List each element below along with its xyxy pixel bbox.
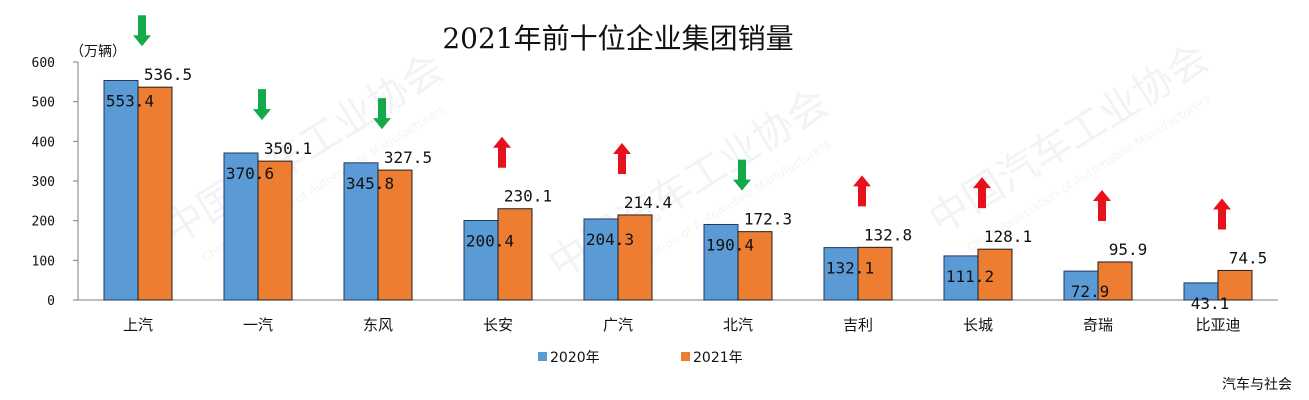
- data-label-2021: 350.1: [264, 139, 312, 158]
- data-label-2021: 536.5: [144, 65, 192, 84]
- bar-2021: [737, 231, 773, 301]
- bar-2020: [823, 247, 859, 301]
- data-label-2020: 43.1: [1191, 294, 1230, 313]
- data-label-2020: 200.4: [466, 232, 514, 251]
- bars: [103, 79, 1253, 301]
- y-tick-label: 400: [32, 135, 55, 150]
- watermark-text-3: 中国汽车工业协会: [921, 35, 1217, 244]
- data-label-2020: 204.3: [586, 230, 634, 249]
- data-label-2020: 345.8: [346, 174, 394, 193]
- y-tick-label: 600: [32, 56, 55, 71]
- source-label: 汽车与社会: [1222, 376, 1292, 393]
- bar-2021: [1097, 261, 1133, 301]
- bar-2020: [463, 220, 499, 301]
- bar-2020: [103, 79, 139, 301]
- x-tick-label: 上汽: [123, 316, 153, 334]
- data-label-2020: 72.9: [1071, 282, 1110, 301]
- y-tick-label: 300: [32, 175, 55, 190]
- x-tick-label: 奇瑞: [1083, 316, 1113, 334]
- data-label-2021: 74.5: [1229, 248, 1268, 267]
- trend-down-arrow-icon: [133, 15, 151, 47]
- x-tick-labels: 上汽 一汽 东风 长安 广汽 北汽 吉利 长城 奇瑞 比亚迪: [123, 316, 1241, 334]
- x-tick-label: 一汽: [243, 316, 273, 334]
- trend-down-arrow-icon: [373, 98, 391, 130]
- chart-title: 2021年前十位企业集团销量: [442, 22, 793, 55]
- x-tick-label: 长安: [483, 316, 513, 334]
- y-unit-label: （万辆）: [70, 44, 126, 60]
- bar-2020: [943, 255, 979, 301]
- legend-swatch: [538, 352, 547, 361]
- data-label-2021: 230.1: [504, 187, 552, 206]
- trend-down-arrow-icon: [253, 89, 271, 121]
- x-tick-label: 东风: [363, 316, 393, 334]
- data-labels: 553.4 536.5 370.6 350.1 345.8 327.5 200.4 230.1…: [106, 65, 1267, 313]
- y-tick-label: 500: [32, 96, 55, 111]
- bar-2021: [617, 214, 653, 301]
- bar-2021: [377, 169, 413, 301]
- data-label-2020: 132.1: [826, 259, 874, 278]
- data-label-2020: 111.2: [946, 267, 994, 286]
- y-tick-label: 0: [47, 294, 55, 309]
- trend-up-arrow-icon: [973, 177, 991, 209]
- bar-2020: [223, 152, 259, 301]
- trend-arrows: [133, 15, 1231, 230]
- data-label-2020: 190.4: [706, 235, 754, 254]
- trend-up-arrow-icon: [1213, 198, 1231, 230]
- bar-2020: [703, 223, 739, 301]
- data-label-2021: 95.9: [1109, 240, 1148, 259]
- y-tick-label: 200: [32, 215, 55, 230]
- x-tick-label: 广汽: [603, 316, 633, 334]
- trend-up-arrow-icon: [853, 175, 871, 207]
- bar-2021: [1217, 269, 1253, 301]
- legend: 2020年 2021年: [538, 350, 743, 366]
- trend-up-arrow-icon: [1093, 189, 1111, 221]
- x-tick-label: 吉利: [843, 316, 873, 334]
- y-tick-label: 100: [32, 254, 55, 269]
- bar-2021: [137, 86, 173, 301]
- bar-2020: [1063, 270, 1099, 301]
- legend-label: 2020年: [550, 350, 600, 366]
- bar-2021: [977, 248, 1013, 301]
- trend-up-arrow-icon: [493, 136, 511, 168]
- bar-2021: [257, 160, 293, 301]
- data-label-2021: 128.1: [984, 227, 1032, 246]
- data-label-2021: 132.8: [864, 225, 912, 244]
- data-label-2021: 327.5: [384, 148, 432, 167]
- data-label-2021: 172.3: [744, 210, 792, 229]
- legend-swatch: [681, 352, 690, 361]
- trend-up-arrow-icon: [613, 142, 631, 174]
- data-label-2020: 553.4: [106, 91, 154, 110]
- data-label-2021: 214.4: [624, 193, 672, 212]
- bar-2021: [857, 246, 893, 301]
- x-tick-label: 北汽: [723, 316, 753, 334]
- legend-label: 2021年: [693, 350, 743, 366]
- bar-2021: [497, 208, 533, 301]
- watermark: 中国汽车工业协会 China Association of Automobile…: [156, 35, 1217, 300]
- x-tick-label: 比亚迪: [1195, 316, 1240, 334]
- bar-2020: [343, 162, 379, 301]
- trend-down-arrow-icon: [733, 159, 751, 191]
- data-label-2020: 370.6: [226, 164, 274, 183]
- x-tick-label: 长城: [963, 316, 993, 334]
